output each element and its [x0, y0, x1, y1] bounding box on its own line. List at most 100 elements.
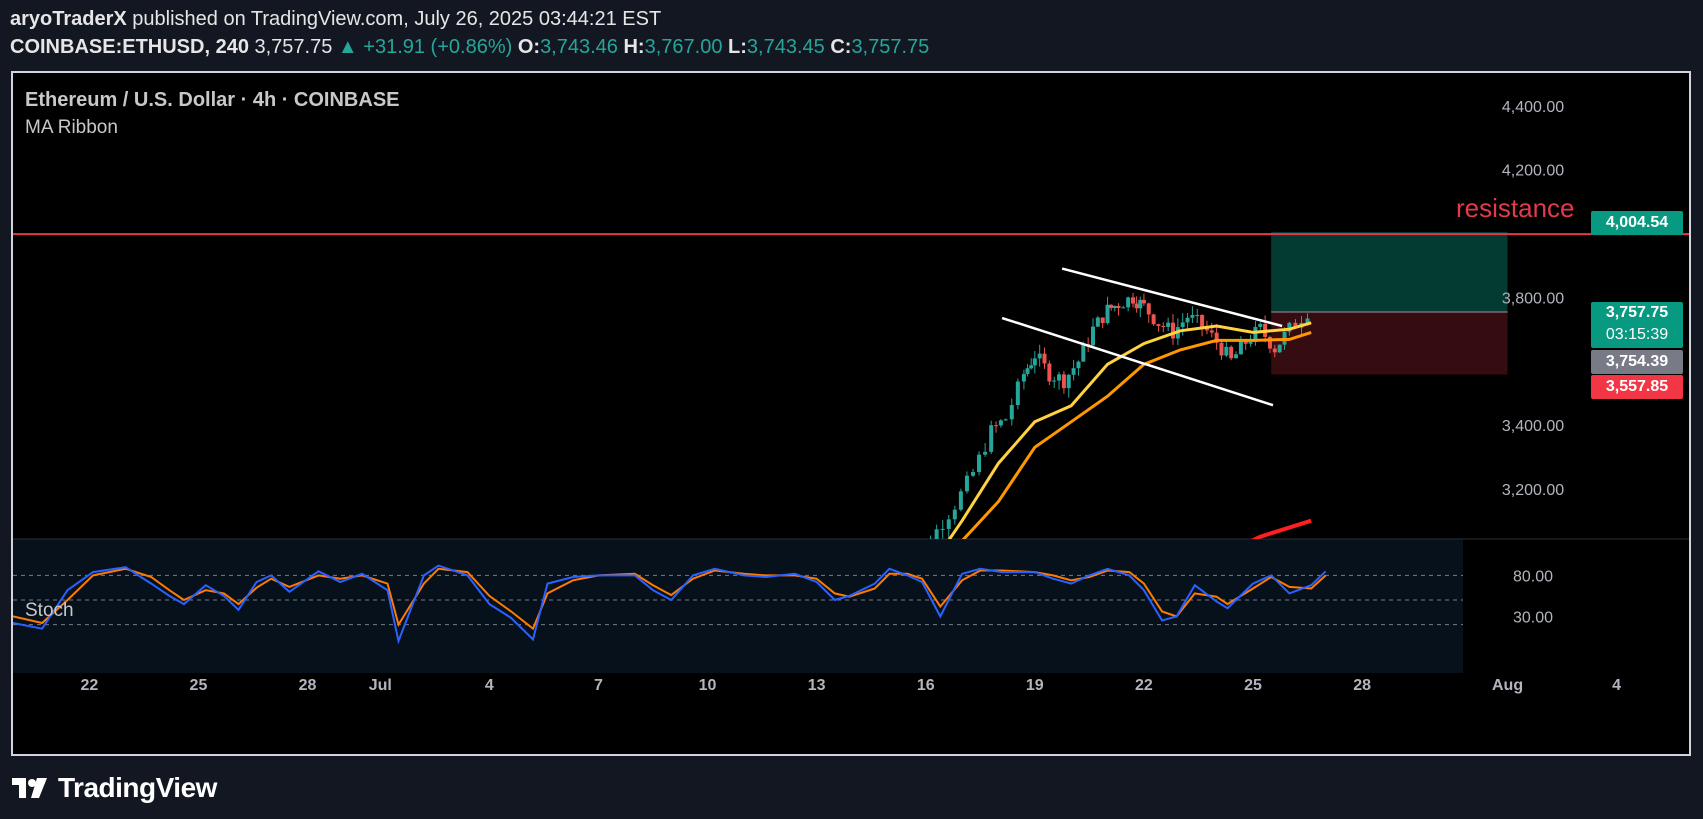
y-tick-label: 3,800.00 — [1502, 290, 1564, 307]
candle-body — [1021, 373, 1026, 382]
candle-body — [1126, 297, 1131, 308]
symbol-label: COINBASE:ETHUSD, 240 — [10, 36, 249, 58]
stoch-axis-label: 80.00 — [1513, 568, 1553, 585]
x-tick-label: 4 — [485, 677, 494, 694]
x-tick-label: 25 — [190, 677, 208, 694]
close-label: C: — [830, 36, 852, 58]
candle-body — [1248, 341, 1253, 344]
candle-body — [1195, 314, 1200, 316]
x-tick-label: 25 — [1244, 677, 1262, 694]
x-tick-label: 22 — [1135, 677, 1153, 694]
candle-body — [1156, 324, 1161, 326]
candle-body — [1112, 305, 1117, 309]
candle-body — [958, 491, 963, 510]
candle-body — [1258, 323, 1263, 327]
x-tick-label: Aug — [1492, 677, 1523, 694]
candle-body — [1061, 374, 1066, 389]
candle-body — [1116, 305, 1121, 308]
high-value: 3,767.00 — [644, 36, 723, 58]
candle-body — [1105, 304, 1110, 324]
x-tick-label: 10 — [699, 677, 717, 694]
y-tick-label: 4,400.00 — [1502, 99, 1564, 116]
candle-body — [1141, 299, 1146, 304]
indicator-legend[interactable]: MA Ribbon — [25, 117, 118, 138]
candle-body — [946, 519, 951, 529]
candle-body — [1121, 307, 1126, 309]
candle-body — [1042, 353, 1047, 364]
candle-body — [1161, 325, 1166, 327]
candle-body — [1015, 381, 1020, 406]
candle-body — [1052, 380, 1057, 382]
candle-body — [1229, 346, 1234, 359]
candle-body — [1224, 346, 1229, 356]
stoch-pane — [13, 539, 1463, 673]
candle-body — [1091, 326, 1095, 346]
price-change: ▲ +31.91 (+0.86%) — [337, 36, 513, 58]
x-tick-label: 28 — [299, 677, 317, 694]
stoch-axis-label: 30.00 — [1513, 609, 1553, 626]
candle-body — [971, 472, 975, 476]
candle-body — [1219, 342, 1224, 356]
x-tick-label: 13 — [808, 677, 826, 694]
candle-body — [1071, 368, 1076, 375]
candle-body — [1138, 299, 1143, 309]
candle-body — [1100, 317, 1105, 324]
low-value: 3,743.45 — [746, 36, 825, 58]
candle-body — [1272, 348, 1277, 353]
chart-frame[interactable]: 3,200.00 3,400.00 3,800.00 4,200.00 4,400.00… — [11, 71, 1691, 756]
candle-body — [1109, 304, 1114, 309]
chart-canvas[interactable]: 3,200.00 3,400.00 3,800.00 4,200.00 4,400.00… — [13, 73, 1691, 756]
last-price-tag: 3,757.75 03:15:39 — [1591, 302, 1683, 348]
stoch-legend[interactable]: Stoch — [25, 600, 74, 621]
open-value: 3,743.46 — [540, 36, 618, 58]
candle-body — [1047, 363, 1052, 382]
candle-body — [1180, 322, 1185, 328]
candle-body — [1029, 365, 1034, 369]
candle-body — [1171, 322, 1175, 339]
low-label: L: — [728, 36, 747, 58]
candle-body — [964, 475, 969, 492]
candle-body — [998, 420, 1003, 426]
candle-body — [1032, 358, 1037, 366]
target-zone — [1271, 231, 1508, 312]
candle-body — [1287, 322, 1292, 332]
candle-body — [994, 425, 999, 427]
high-label: H: — [623, 36, 645, 58]
candle-body — [1066, 374, 1071, 389]
channel-line-0 — [1061, 267, 1283, 328]
candle-body — [1214, 332, 1219, 343]
candle-body — [1151, 314, 1156, 325]
candle-body — [952, 509, 957, 520]
candle-body — [1234, 354, 1239, 359]
candle-body — [1076, 361, 1081, 369]
chart-legend-title[interactable]: Ethereum / U.S. Dollar · 4h · COINBASE — [25, 89, 400, 111]
candle-body — [1185, 317, 1190, 323]
last-price-tag-value: 3,757.75 — [1605, 304, 1669, 321]
countdown-value: 03:15:39 — [1605, 326, 1669, 343]
author-name[interactable]: aryoTraderX — [10, 8, 127, 30]
x-tick-label: 16 — [917, 677, 935, 694]
y-tick-label: 3,200.00 — [1502, 482, 1564, 499]
candle-body — [1003, 419, 1008, 421]
brand-name[interactable]: TradingView — [58, 772, 217, 803]
last-price: 3,757.75 — [254, 36, 333, 58]
candle-body — [1238, 341, 1243, 355]
ma-slow-line — [961, 330, 1312, 539]
y-tick-label: 3,400.00 — [1502, 418, 1564, 435]
candle-body — [1267, 336, 1272, 349]
ma-long-line — [1250, 518, 1312, 539]
tradingview-logo-icon[interactable] — [10, 775, 50, 801]
close-value: 3,757.75 — [851, 36, 930, 58]
candle-body — [1134, 303, 1139, 309]
candle-body — [1190, 315, 1195, 318]
candle-body — [1293, 322, 1298, 328]
candle-body — [1200, 314, 1205, 327]
candle-body — [989, 425, 994, 452]
x-tick-label: 28 — [1353, 677, 1371, 694]
x-tick-label: Jul — [369, 677, 392, 694]
open-label: O: — [517, 36, 541, 58]
footer: TradingView — [10, 771, 217, 805]
x-tick-label: 19 — [1026, 677, 1044, 694]
ma-price-tag: 3,754.39 — [1591, 350, 1683, 374]
ma-fast-line — [947, 321, 1312, 539]
